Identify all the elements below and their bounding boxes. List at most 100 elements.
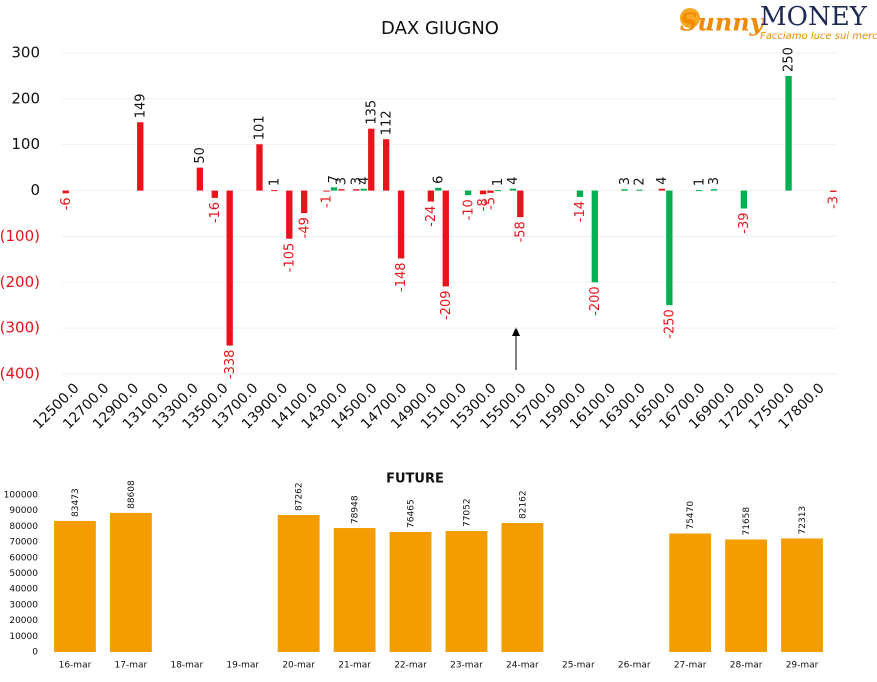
value-label: 135: [364, 100, 379, 125]
y-tick-label: 0: [30, 181, 40, 199]
value-label: 250: [782, 47, 797, 72]
bar: [211, 190, 218, 198]
value-label: 3: [618, 177, 633, 185]
logo: Sunny MONEY Facciamo luce sui mercati: [680, 2, 877, 42]
bar: [695, 190, 703, 192]
y-tick-label: 30000: [9, 600, 38, 610]
bar: [785, 75, 792, 191]
bar: [830, 190, 837, 192]
value-label: -58: [513, 221, 528, 242]
x-tick-label: 29-mar: [786, 661, 819, 671]
bar: [487, 190, 494, 193]
value-label: 3: [335, 177, 350, 185]
bar: [591, 190, 598, 283]
x-tick-label: 28-mar: [730, 661, 763, 671]
y-tick-label: (400): [0, 365, 40, 383]
y-tick-label: 300: [11, 44, 40, 62]
bar: [360, 188, 367, 191]
value-label: 3: [707, 177, 722, 185]
y-tick-label: 0: [32, 648, 38, 658]
x-tick-label: 23-mar: [450, 661, 483, 671]
value-label: 4: [357, 176, 372, 184]
bar: [137, 122, 144, 191]
value-label: 78948: [351, 495, 361, 524]
bar: [256, 144, 263, 191]
bar: [286, 190, 293, 239]
bar: [740, 190, 748, 209]
y-tick-label: (200): [0, 273, 40, 291]
value-label: -148: [394, 262, 409, 292]
value-label: 1: [268, 178, 283, 186]
y-tick-label: 70000: [9, 538, 38, 548]
y-tick-label: 100000: [4, 491, 39, 501]
x-tick-label: 21-mar: [338, 661, 371, 671]
bar: [301, 190, 308, 214]
value-label: 112: [379, 110, 394, 135]
bar: [435, 187, 442, 191]
bar: [464, 190, 472, 196]
value-label: 1: [692, 178, 707, 186]
value-label: -6: [59, 197, 74, 210]
value-label: -10: [461, 199, 476, 220]
value-label: -338: [223, 350, 238, 380]
bar: [427, 190, 435, 202]
value-label: -3: [826, 196, 841, 209]
bar: [509, 188, 517, 191]
value-label: 101: [253, 115, 268, 140]
bar: [517, 190, 524, 218]
y-tick-label: 200: [11, 89, 40, 107]
y-tick-label: (100): [0, 227, 40, 245]
bar: [382, 139, 390, 191]
bar: [323, 190, 330, 192]
bar: [445, 531, 488, 652]
y-tick-label: 100: [11, 135, 40, 153]
bar: [368, 128, 375, 191]
value-label: 4: [655, 176, 670, 184]
value-label: 71658: [742, 507, 752, 536]
x-tick-label: 16-mar: [59, 661, 92, 671]
x-tick-label: 19-mar: [226, 661, 259, 671]
x-tick-label: 26-mar: [618, 661, 651, 671]
value-label: 88608: [127, 480, 137, 509]
y-tick-label: 10000: [9, 632, 38, 642]
value-label: -8: [476, 198, 491, 211]
bar: [494, 190, 502, 192]
bar: [725, 539, 768, 652]
bar: [271, 190, 278, 192]
value-label: -49: [297, 217, 312, 238]
bar: [277, 514, 320, 652]
value-label: 2: [633, 177, 648, 185]
bar: [442, 190, 449, 287]
bar: [479, 190, 487, 195]
value-label: 4: [506, 176, 521, 184]
value-label: 7: [327, 175, 342, 183]
y-tick-label: (300): [0, 319, 40, 337]
value-label: 75470: [686, 501, 696, 530]
chart-title: FUTURE: [386, 472, 444, 487]
logo-brand: Sunny: [680, 8, 766, 37]
value-label: -250: [662, 309, 677, 339]
value-label: 83473: [71, 488, 81, 517]
value-label: 87262: [295, 482, 305, 511]
x-tick-label: 18-mar: [170, 661, 203, 671]
bar: [397, 190, 405, 259]
value-label: 50: [193, 147, 208, 164]
bar: [333, 528, 376, 652]
logo-tagline: Facciamo luce sui mercati: [760, 31, 877, 42]
bar: [710, 189, 718, 191]
value-label: 76465: [406, 499, 416, 528]
x-tick-label: 22-mar: [394, 661, 427, 671]
bar: [226, 190, 233, 346]
bar: [669, 533, 712, 652]
bar: [353, 189, 360, 191]
value-label: -24: [424, 206, 439, 227]
value-label: -105: [282, 243, 297, 273]
value-label: -16: [208, 202, 223, 223]
value-label: 77052: [462, 498, 472, 527]
bar: [658, 188, 666, 191]
value-label: 82162: [518, 490, 528, 519]
value-label: 3: [350, 177, 365, 185]
bar: [666, 190, 673, 306]
